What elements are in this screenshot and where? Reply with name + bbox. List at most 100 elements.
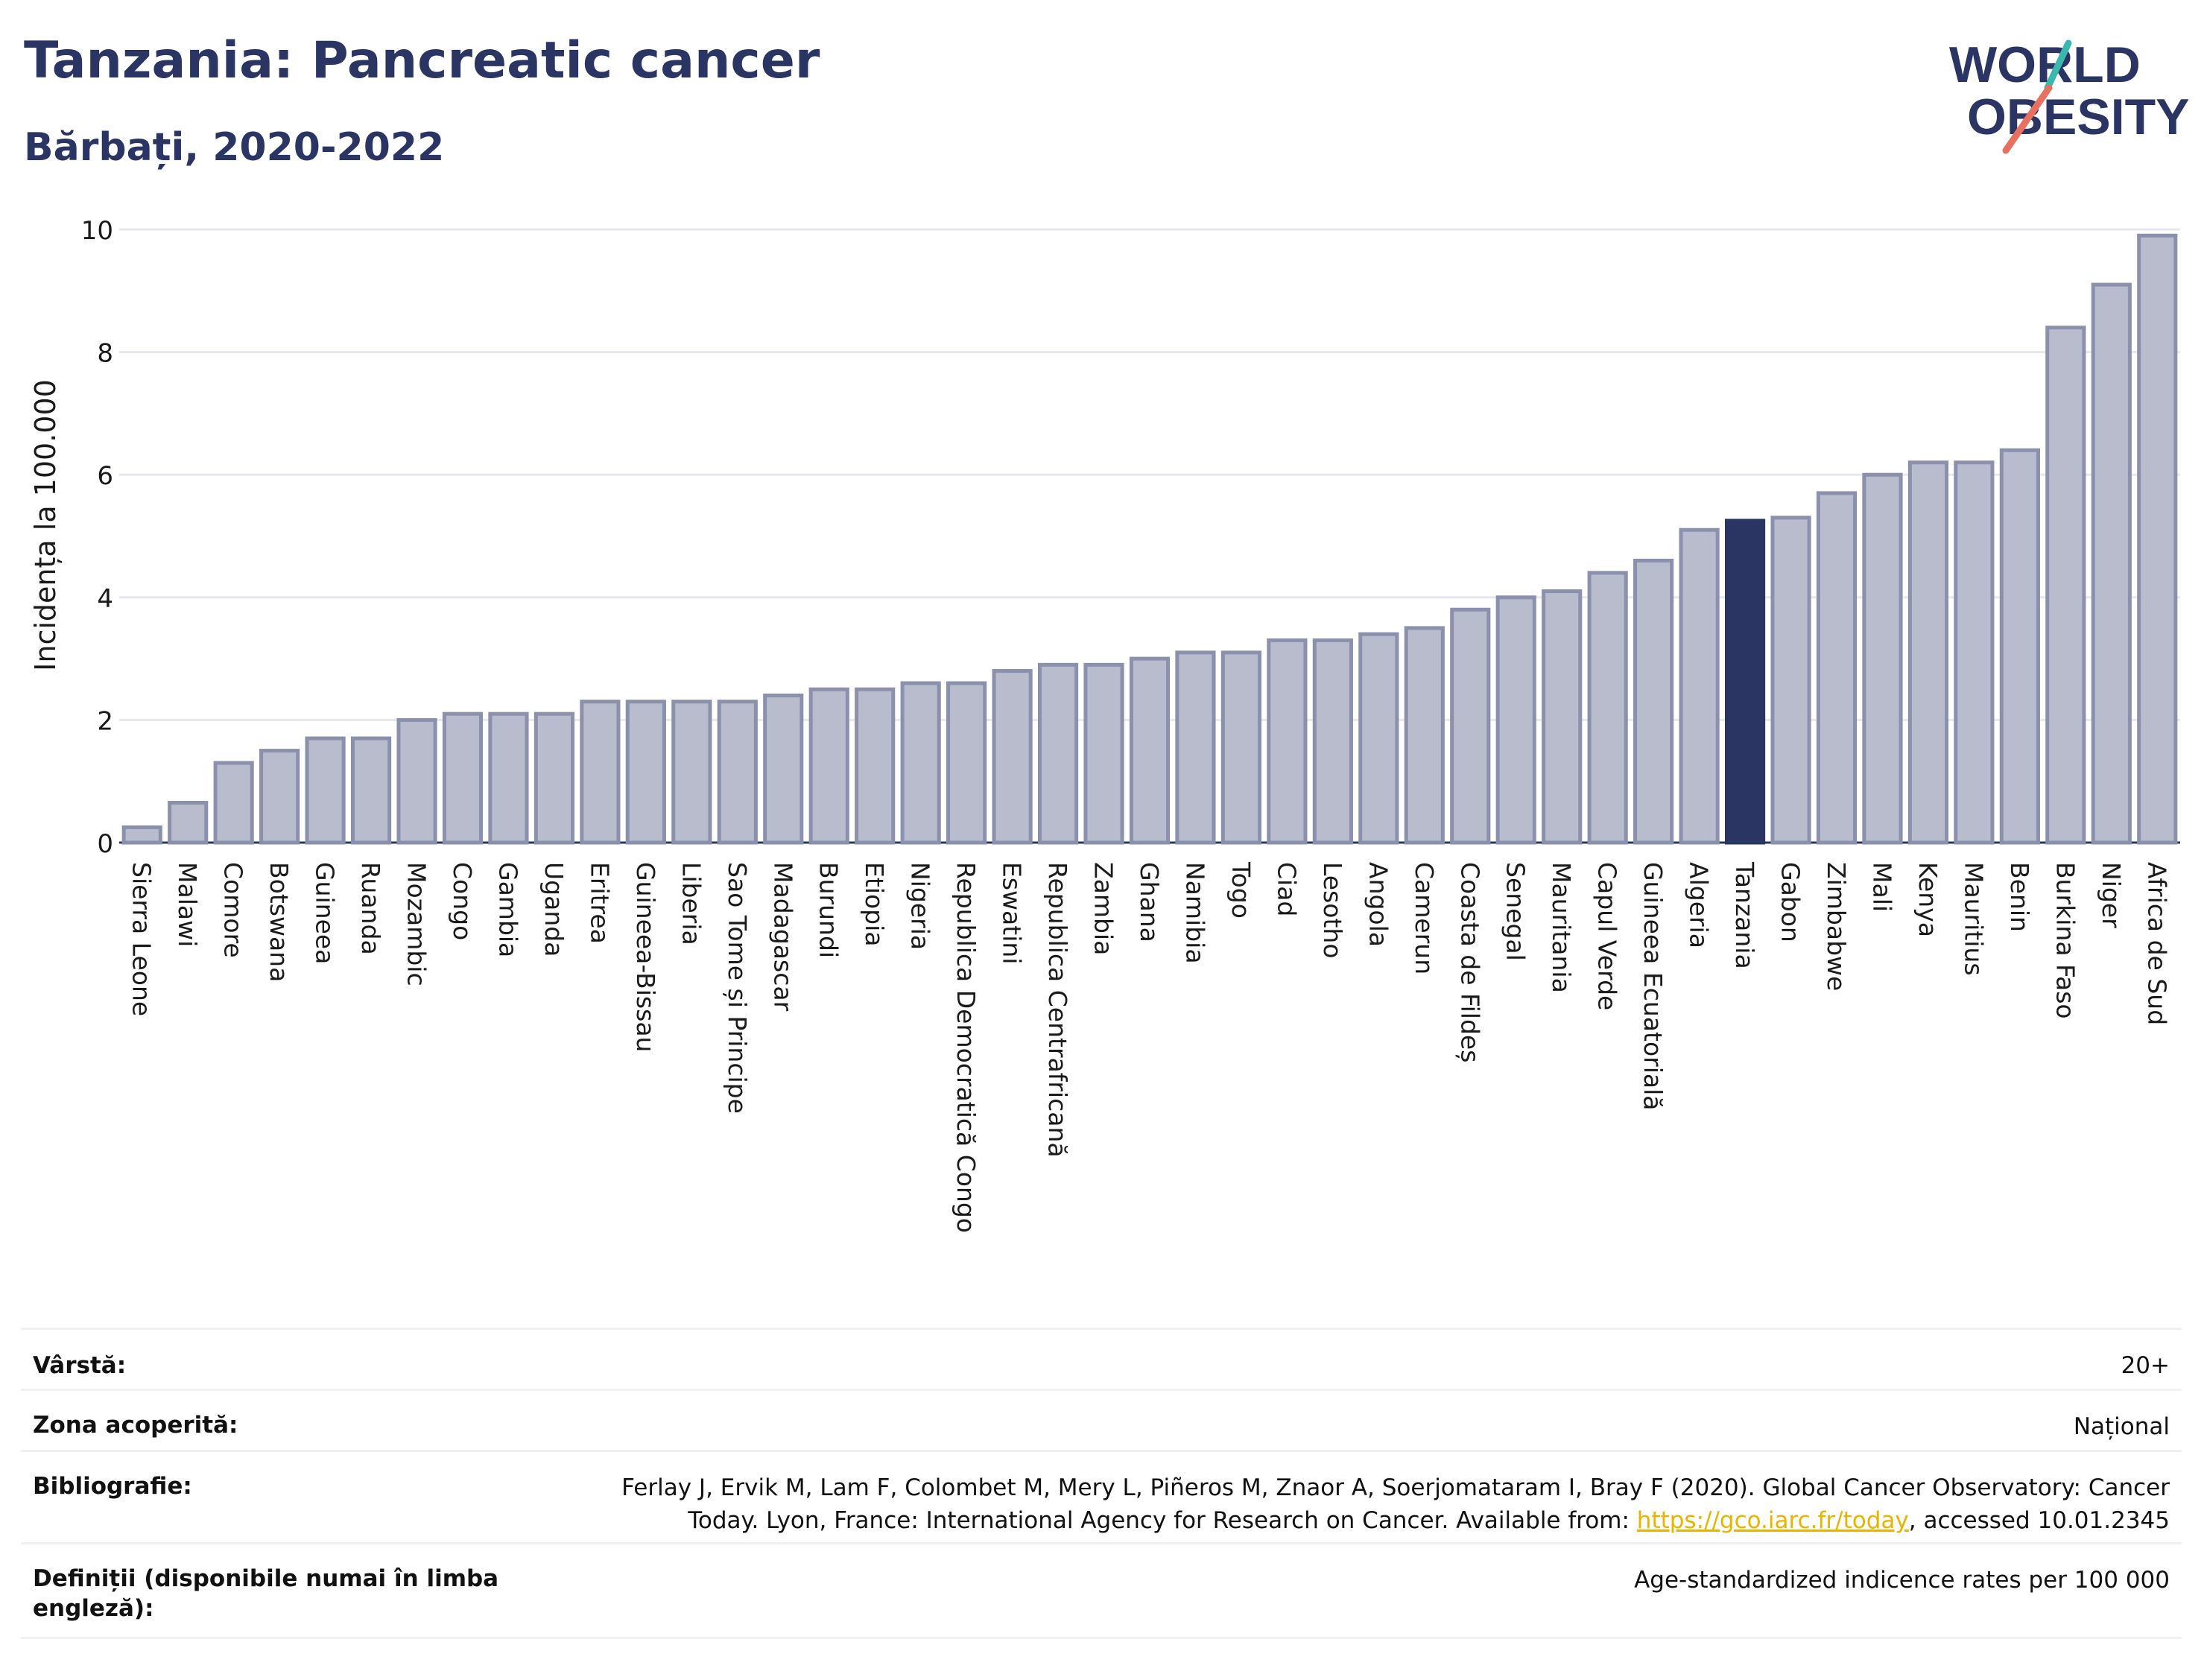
bar-zimbabwe xyxy=(1816,491,1858,845)
bar-ciad xyxy=(1267,638,1308,845)
definitions-label-line-1: Definiții (disponibile numai în limba xyxy=(33,1565,499,1592)
x-tick-label: Mauritania xyxy=(1547,862,1576,993)
x-tick-label: Gabon xyxy=(1776,862,1805,942)
bar-republica-centrafrican- xyxy=(1037,662,1079,845)
x-tick-label: Camerun xyxy=(1410,862,1439,974)
x-tick-label: Madagascar xyxy=(768,862,797,1012)
y-tick-label: 2 xyxy=(97,706,113,736)
bar-botswana xyxy=(259,749,300,845)
meta-bibliography-label: Bibliografie: xyxy=(33,1473,192,1500)
x-tick-label: Burkina Faso xyxy=(2051,862,2080,1019)
x-tick-label: Coasta de Fildeș xyxy=(1455,862,1484,1062)
bar-ghana xyxy=(1129,656,1171,845)
page-title: Tanzania: Pancreatic cancer xyxy=(24,31,820,90)
x-tick-label: Guineea Ecuatorială xyxy=(1638,862,1668,1111)
page-subtitle: Bărbați, 2020-2022 xyxy=(24,125,445,170)
x-tick-label: Tanzania xyxy=(1730,861,1759,969)
bar-guineea-ecuatorial- xyxy=(1633,558,1674,845)
meta-age-label: Vârstă: xyxy=(33,1352,127,1379)
meta-bibliography-value: Ferlay J, Ervik M, Lam F, Colombet M, Me… xyxy=(621,1471,2170,1537)
bar-benin xyxy=(1999,448,2040,845)
x-tick-label: Liberia xyxy=(677,862,706,945)
bar-africa-de-sud xyxy=(2137,233,2178,845)
bar-gambia xyxy=(488,711,529,845)
x-tick-label: Nigeria xyxy=(906,862,935,950)
y-tick-label: 0 xyxy=(97,829,113,859)
meta-row-age: Vârstă: 20+ xyxy=(21,1328,2182,1391)
x-tick-label: Mali xyxy=(1867,862,1896,912)
bar-eritrea xyxy=(580,700,621,845)
bar-malawi xyxy=(168,801,209,845)
bar-guineea xyxy=(305,736,346,845)
meta-area-label: Zona acoperită: xyxy=(33,1412,238,1439)
bar-sao-tome-i-principe xyxy=(717,700,758,845)
bar-sierra-leone xyxy=(121,825,162,845)
x-tick-label: Algeria xyxy=(1685,862,1714,948)
x-tick-label: Botswana xyxy=(265,862,294,982)
bar-capul-verde xyxy=(1587,571,1628,845)
bar-etiopia xyxy=(855,687,896,845)
bibliography-link[interactable]: https://gco.iarc.fr/today xyxy=(1636,1507,1909,1534)
bar-camerun xyxy=(1404,626,1445,845)
bibliography-line-1: Ferlay J, Ervik M, Lam F, Colombet M, Me… xyxy=(621,1474,2170,1501)
meta-definitions-value: Age-standardized indicence rates per 100… xyxy=(1634,1567,2170,1594)
logo-slash-coral xyxy=(2002,84,2053,154)
x-tick-label: Kenya xyxy=(1913,862,1942,937)
bar-zambia xyxy=(1083,662,1124,845)
x-tick-label: Niger xyxy=(2097,862,2126,928)
x-tick-label: Burundi xyxy=(814,862,843,958)
x-tick-label: Senegal xyxy=(1501,862,1530,961)
bar-comore xyxy=(213,761,254,845)
meta-row-area: Zona acoperită: Național xyxy=(21,1389,2182,1452)
bar-madagascar xyxy=(763,693,804,845)
bar-republica-democratic-congo xyxy=(946,681,987,845)
x-tick-label: Congo xyxy=(448,862,477,940)
bar-senegal xyxy=(1495,595,1536,845)
definitions-label-line-2: engleză): xyxy=(33,1595,154,1622)
x-tick-label: Capul Verde xyxy=(1593,862,1622,1010)
bar-nigeria xyxy=(900,681,941,845)
bibliography-line-2-text: Today. Lyon, France: International Agenc… xyxy=(688,1507,1637,1534)
bar-lesotho xyxy=(1312,638,1353,845)
x-tick-label: Eritrea xyxy=(585,862,614,944)
x-tick-label: Lesotho xyxy=(1318,862,1347,959)
world-obesity-logo: WORLD OBESITY xyxy=(1949,37,2190,154)
x-tick-label: Mozambic xyxy=(402,862,431,986)
y-tick-label: 10 xyxy=(81,216,113,246)
x-tick-label: Republica Democratică Congo xyxy=(951,862,981,1233)
bar-guineea-bissau xyxy=(625,700,666,845)
x-tick-label: Malawi xyxy=(173,862,202,947)
x-tick-label: Sao Tome și Principe xyxy=(723,862,752,1114)
bar-gabon xyxy=(1770,516,1811,845)
x-tick-label: Togo xyxy=(1226,861,1255,919)
x-tick-label: Africa de Sud xyxy=(2142,862,2171,1025)
logo-slash-teal xyxy=(2044,39,2072,92)
bar-mauritius xyxy=(1954,460,1995,845)
x-tick-label: Republica Centrafricană xyxy=(1043,862,1072,1158)
x-tick-label: Ruanda xyxy=(356,862,385,955)
y-tick-label: 6 xyxy=(97,461,113,491)
x-tick-label: Comore xyxy=(219,862,248,958)
meta-definitions-label: Definiții (disponibile numai în limba en… xyxy=(33,1564,498,1623)
y-tick-label: 4 xyxy=(97,584,113,614)
meta-area-value: Național xyxy=(2073,1413,2170,1440)
bar-mozambic xyxy=(396,717,437,845)
bar-ruanda xyxy=(350,736,392,845)
bibliography-line-2: Today. Lyon, France: International Agenc… xyxy=(621,1504,2170,1537)
bar-namibia xyxy=(1175,650,1216,845)
bar-kenya xyxy=(1907,460,1949,845)
bar-chart: 0 2 4 6 8 10 Sierra Leone Malawi Comore Botswana… xyxy=(29,216,2180,1233)
y-tick-label: 8 xyxy=(97,339,113,369)
logo-text-world: WORLD xyxy=(1949,37,2141,93)
bar-liberia xyxy=(671,700,712,845)
x-tick-label: Guineea xyxy=(311,862,340,964)
bar-eswatini xyxy=(992,669,1033,845)
bar-togo xyxy=(1220,650,1262,845)
x-tick-label: Zambia xyxy=(1089,862,1118,955)
x-tick-label: Benin xyxy=(2005,862,2034,932)
bar-coasta-de-filde- xyxy=(1450,607,1491,845)
x-tick-label: Uganda xyxy=(539,862,569,957)
meta-age-value: 20+ xyxy=(2121,1352,2170,1379)
bar-burundi xyxy=(808,687,849,845)
x-tick-label: Angola xyxy=(1364,862,1393,947)
